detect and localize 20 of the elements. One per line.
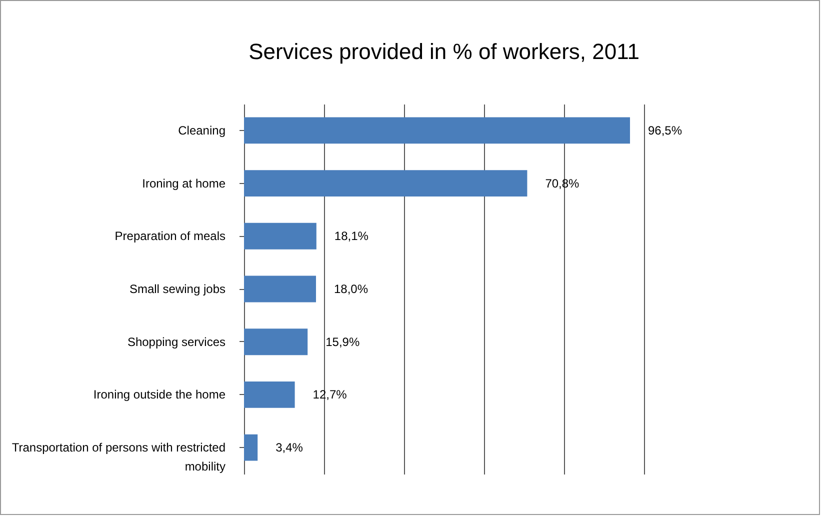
bar [244,117,630,144]
data-label: 18,1% [334,229,369,244]
chart-title: Services provided in % of workers, 2011 [248,39,640,64]
data-label: 15,9% [326,334,360,349]
y-tick-label: Transportation of persons with restricted mobility [12,440,226,474]
data-label: 96,5% [648,123,682,138]
bar [244,434,258,461]
y-tick-label: Preparation of meals [114,229,226,244]
y-tick-label: Ironing at home [142,176,226,190]
bar [244,276,316,302]
data-label: 3,4% [276,440,304,455]
y-tick-label: Small sewing jobs [129,282,226,296]
bar [244,222,316,250]
bar [244,170,528,196]
y-tick-label: Shopping services [127,334,226,349]
bar [244,328,308,356]
y-tick-label: Ironing outside the home [93,388,226,402]
bar [244,382,295,408]
data-label: 18,0% [334,282,368,296]
y-tick-label: Cleaning [178,123,226,138]
